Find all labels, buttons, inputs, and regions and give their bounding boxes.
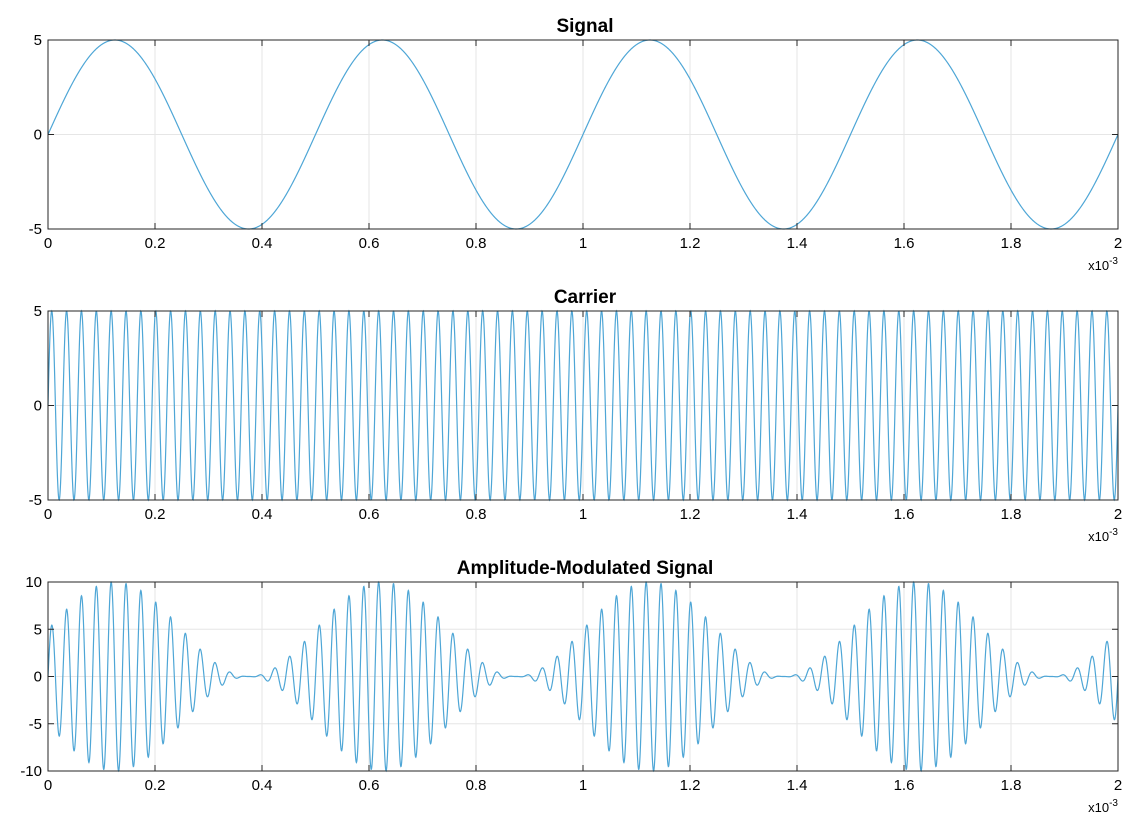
carrier-x-tick-label-7: 1.4 (787, 506, 808, 523)
carrier-x-tick-label-5: 1 (579, 506, 587, 523)
am-signal-y-tick-label-0: -10 (20, 763, 42, 780)
am-signal-y-tick-label-2: 0 (34, 669, 42, 686)
signal-x-tick-label-8: 1.6 (894, 235, 915, 252)
signal-x-exponent-power: -3 (1109, 256, 1118, 267)
signal-x-tick-label-7: 1.4 (787, 235, 808, 252)
am-signal-x-ticks: 0 0.2 0.4 0.6 0.8 1 1.2 1.4 1.6 1.8 2 (44, 582, 1122, 794)
signal-x-exponent-base: x10 (1088, 258, 1109, 273)
carrier-title: Carrier (554, 287, 617, 308)
signal-x-tick-label-3: 0.6 (359, 235, 380, 252)
signal-x-tick-label-5: 1 (579, 235, 587, 252)
am-signal-x-tick-label-6: 1.2 (680, 777, 701, 794)
signal-x-tick-label-1: 0.2 (145, 235, 166, 252)
signal-x-tick-label-6: 1.2 (680, 235, 701, 252)
carrier-x-tick-label-3: 0.6 (359, 506, 380, 523)
carrier-x-tick-label-1: 0.2 (145, 506, 166, 523)
am-signal-panel: Amplitude-Modulated Signal 0 0.2 0.4 0.6 0.8… (20, 558, 1122, 815)
carrier-x-tick-label-8: 1.6 (894, 506, 915, 523)
signal-y-tick-label-0: -5 (29, 221, 42, 238)
carrier-x-exponent-base: x10 (1088, 529, 1109, 544)
am-signal-x-tick-label-8: 1.6 (894, 777, 915, 794)
carrier-x-tick-label-2: 0.4 (252, 506, 273, 523)
am-signal-x-tick-label-5: 1 (579, 777, 587, 794)
carrier-panel: Carrier 0 0.2 0.4 0.6 0.8 1 1.2 1.4 1.6 1.8 2 -505… (29, 287, 1123, 544)
am-signal-x-tick-label-10: 2 (1114, 777, 1122, 794)
carrier-y-tick-label-2: 5 (34, 303, 42, 320)
signal-x-tick-label-10: 2 (1114, 235, 1122, 252)
am-signal-y-tick-label-1: -5 (29, 716, 42, 733)
carrier-x-ticks: 0 0.2 0.4 0.6 0.8 1 1.2 1.4 1.6 1.8 2 (44, 311, 1122, 523)
am-signal-x-exponent-base: x10 (1088, 800, 1109, 815)
am-signal-x-tick-label-1: 0.2 (145, 777, 166, 794)
signal-x-tick-label-9: 1.8 (1001, 235, 1022, 252)
am-signal-x-exponent-power: -3 (1109, 798, 1118, 809)
am-signal-x-tick-label-9: 1.8 (1001, 777, 1022, 794)
signal-title: Signal (556, 16, 613, 37)
signal-x-exponent: x10-3 (1088, 256, 1118, 273)
signal-x-tick-label-4: 0.8 (466, 235, 487, 252)
am-signal-y-ticks: -10 -5 0 5 10 (20, 574, 1118, 780)
am-signal-x-tick-label-4: 0.8 (466, 777, 487, 794)
am-signal-line (47, 580, 1119, 773)
signal-x-tick-label-0: 0 (44, 235, 52, 252)
carrier-x-tick-label-6: 1.2 (680, 506, 701, 523)
carrier-x-exponent-power: -3 (1109, 527, 1118, 538)
signal-y-tick-label-1: 0 (34, 127, 42, 144)
signal-line (47, 39, 1119, 230)
signal-x-ticks: 0 0.2 0.4 0.6 0.8 1 1.2 1.4 1.6 1.8 2 (44, 40, 1122, 252)
carrier-x-tick-label-4: 0.8 (466, 506, 487, 523)
am-signal-title: Amplitude-Modulated Signal (457, 558, 714, 579)
carrier-x-exponent: x10-3 (1088, 527, 1118, 544)
am-signal-y-tick-label-3: 5 (34, 621, 42, 638)
signal-panel: Signal 0 0.2 0.4 0.6 0.8 1 1.2 1.4 1.6 1.8 2 -505 … (29, 16, 1123, 273)
carrier-y-tick-label-0: -5 (29, 492, 42, 509)
am-signal-x-exponent: x10-3 (1088, 798, 1118, 815)
am-signal-y-tick-label-4: 10 (25, 574, 42, 591)
am-signal-x-tick-label-2: 0.4 (252, 777, 273, 794)
carrier-x-tick-label-10: 2 (1114, 506, 1122, 523)
signal-y-tick-label-2: 5 (34, 32, 42, 49)
carrier-y-tick-label-1: 0 (34, 398, 42, 415)
am-signal-x-tick-label-7: 1.4 (787, 777, 808, 794)
carrier-x-tick-label-0: 0 (44, 506, 52, 523)
signal-y-ticks: -5 0 5 (29, 32, 1118, 238)
am-signal-x-tick-label-3: 0.6 (359, 777, 380, 794)
carrier-line (47, 309, 1119, 502)
signal-x-tick-label-2: 0.4 (252, 235, 273, 252)
am-signal-x-tick-label-0: 0 (44, 777, 52, 794)
carrier-x-tick-label-9: 1.8 (1001, 506, 1022, 523)
carrier-y-ticks: -5 0 5 (29, 303, 1118, 509)
